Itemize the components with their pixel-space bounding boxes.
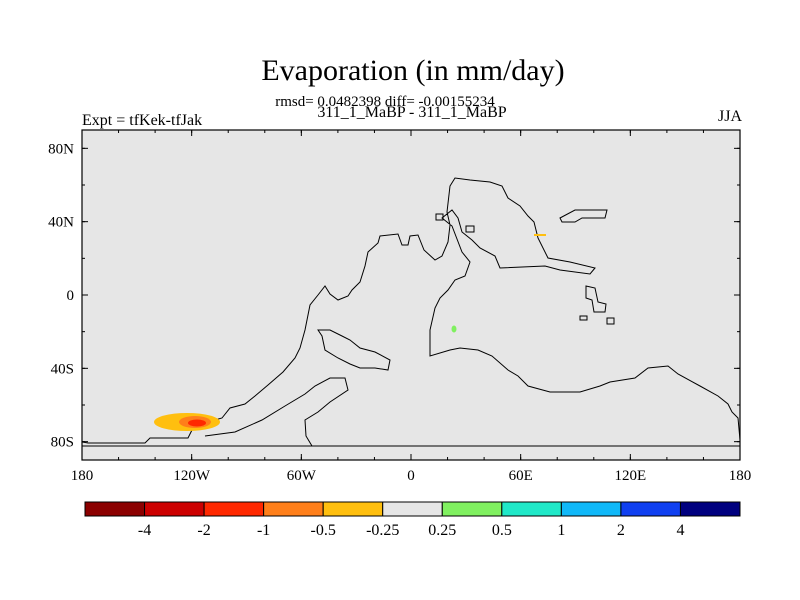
anomaly-patch-green xyxy=(451,325,457,333)
anomaly-patch-east xyxy=(534,234,546,236)
colorbar-swatch xyxy=(620,501,681,517)
colorbar-swatch xyxy=(84,501,146,517)
x-tick-label: 120W xyxy=(173,468,211,484)
colorbar-swatch xyxy=(322,501,384,517)
colorbar-label: -1 xyxy=(257,522,270,539)
anomaly-patch-core xyxy=(188,419,206,427)
x-tick-label: 0 xyxy=(407,468,415,484)
map-title: Evaporation (in mm/day) xyxy=(261,54,565,87)
colorbar-label: 1 xyxy=(557,522,565,539)
stats-line: rmsd= 0.0482398 diff= -0.00155234 xyxy=(275,94,495,110)
colorbar xyxy=(84,501,741,517)
colorbar-label: -4 xyxy=(138,522,151,539)
map-background xyxy=(82,130,740,460)
x-tick-label: 60E xyxy=(509,468,533,484)
colorbar-swatch xyxy=(263,501,324,517)
coastlines xyxy=(81,177,741,447)
colorbar-label: -2 xyxy=(197,522,210,539)
experiment-label: Expt = tfKek-tfJak xyxy=(82,112,203,129)
colorbar-swatch xyxy=(679,501,741,517)
map-subtitle: 311_1_MaBP - 311_1_MaBP xyxy=(317,104,507,121)
season-label: JJA xyxy=(717,108,742,125)
y-tick-label: 80N xyxy=(48,141,74,157)
colorbar-label: 0.5 xyxy=(492,522,512,539)
colorbar-label: 0.25 xyxy=(428,522,456,539)
coastline-small-islands xyxy=(435,213,615,325)
x-tick-label: 180 xyxy=(71,468,94,484)
y-tick-label: 80S xyxy=(51,435,74,451)
coastline-lower-arc xyxy=(204,377,349,447)
colorbar-label: -0.5 xyxy=(311,522,336,539)
colorbar-swatch xyxy=(560,501,622,517)
coastline-west xyxy=(81,177,741,444)
colorbar-label: 2 xyxy=(617,522,625,539)
x-tick-label: 120E xyxy=(614,468,646,484)
coastline-east-island xyxy=(559,209,608,223)
coastline-inner xyxy=(317,329,391,371)
colorbar-labels: -4 -2 -1 -0.5 -0.25 0.25 0.5 1 2 4 xyxy=(138,522,685,539)
colorbar-swatch xyxy=(441,501,503,517)
y-tick-label: 40N xyxy=(48,215,74,231)
colorbar-swatch xyxy=(382,501,443,517)
anomaly-patches xyxy=(154,234,546,431)
colorbar-label: 4 xyxy=(676,522,684,539)
colorbar-swatch xyxy=(203,501,265,517)
y-tick-label: 40S xyxy=(51,361,74,377)
y-tick-label: 0 xyxy=(67,288,75,304)
axis-ticks xyxy=(81,130,741,460)
colorbar-label: -0.25 xyxy=(366,522,399,539)
colorbar-swatch xyxy=(501,501,562,517)
y-axis-labels: 80N 40N 0 40S 80S xyxy=(48,141,74,450)
x-axis-labels: 180 120W 60W 0 60E 120E 180 xyxy=(71,468,752,484)
x-tick-label: 180 xyxy=(729,468,752,484)
x-tick-label: 60W xyxy=(287,468,317,484)
colorbar-swatch xyxy=(144,501,205,517)
